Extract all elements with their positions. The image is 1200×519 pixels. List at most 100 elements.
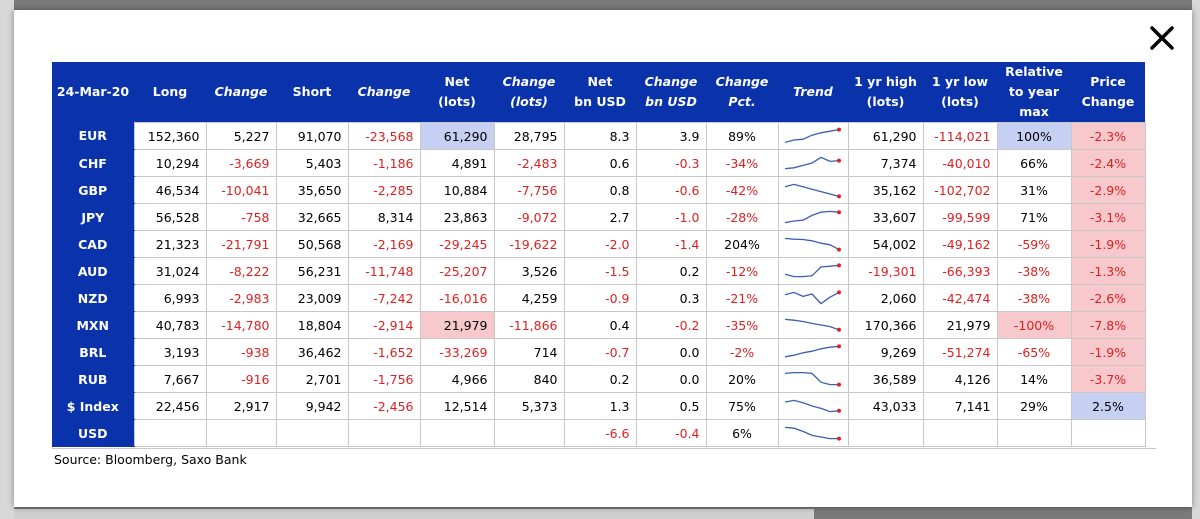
table-header-row: 24-Mar-20 Long Change Short Change Net (lots) C… — [52, 62, 1145, 123]
sparkline-line — [784, 426, 839, 440]
column-header-text: max — [1019, 104, 1049, 119]
cell-chgusd: -0.2 — [635, 311, 707, 339]
column-header-text: (lots) — [866, 94, 905, 109]
cell-netusd: 8.3 — [563, 122, 637, 150]
cell-chgpct: -35% — [705, 311, 779, 339]
sparkline-line — [784, 183, 840, 198]
cell-long: 22,456 — [133, 392, 207, 420]
row-label: $ Index — [52, 392, 134, 420]
cell-chgusd: 0.0 — [635, 365, 707, 393]
cell-chgpct: -12% — [705, 257, 779, 285]
cell-lo: -114,021 — [922, 122, 998, 150]
cell-netusd: -6.6 — [563, 419, 637, 447]
column-header: Relative to year max — [997, 62, 1071, 123]
close-icon — [1150, 26, 1174, 50]
row-label: NZD — [52, 284, 134, 312]
sparkline-line — [784, 128, 840, 144]
sparkline-svg — [784, 399, 841, 413]
cell-lo: -51,274 — [922, 338, 998, 366]
column-header: Short — [276, 62, 348, 123]
cell-lo: -42,474 — [922, 284, 998, 312]
source-note: Source: Bloomberg, Saxo Bank — [54, 452, 247, 467]
cell-price: -1.9% — [1070, 338, 1146, 366]
trend-sparkline — [777, 122, 849, 150]
cell-chgusd: 0.5 — [635, 392, 707, 420]
row-label: AUD — [52, 257, 134, 285]
cell-lo: -49,162 — [922, 230, 998, 258]
table-row: CAD 21,323 -21,791 50,568 -2,169 -29,245 -19,6… — [52, 230, 1146, 258]
cell-chglots: 714 — [493, 338, 565, 366]
cell-chglots: 5,373 — [493, 392, 565, 420]
cell-rel — [996, 419, 1072, 447]
column-header-text: Pct. — [728, 94, 756, 109]
column-header-text: bn USD — [645, 94, 697, 109]
cell-short — [275, 419, 349, 447]
cell-rel: 29% — [996, 392, 1072, 420]
table-row: USD -6.6 -0.4 6% — [52, 419, 1146, 447]
column-header-text: to year — [1008, 84, 1060, 99]
cell-hi: 61,290 — [847, 122, 924, 150]
row-label: GBP — [52, 176, 134, 204]
cell-price: -2.4% — [1070, 149, 1146, 177]
cell-chg1: -916 — [205, 365, 277, 393]
cell-hi — [847, 419, 924, 447]
sparkline-end-point — [837, 247, 841, 252]
cell-netusd: 0.2 — [563, 365, 637, 393]
cell-short: 23,009 — [275, 284, 349, 312]
sparkline-svg — [784, 210, 841, 224]
cell-chglots: 4,259 — [493, 284, 565, 312]
cell-chg1: -14,780 — [205, 311, 277, 339]
row-label: EUR — [52, 122, 134, 150]
column-header-text: Short — [292, 84, 332, 99]
column-header: Net (lots) — [420, 62, 494, 123]
cell-net: 4,891 — [419, 149, 495, 177]
cell-net: -16,016 — [419, 284, 495, 312]
cell-rel: -59% — [996, 230, 1072, 258]
cell-price: -7.8% — [1070, 311, 1146, 339]
cell-hi: 54,002 — [847, 230, 924, 258]
cell-short: 56,231 — [275, 257, 349, 285]
cell-chg2: -2,456 — [347, 392, 421, 420]
cell-long: 40,783 — [133, 311, 207, 339]
cell-net: -25,207 — [419, 257, 495, 285]
cell-rel: -38% — [996, 284, 1072, 312]
column-header-text: Change — [214, 84, 268, 99]
sparkline-end-point — [837, 327, 841, 332]
cell-chglots: 840 — [493, 365, 565, 393]
close-button[interactable] — [1146, 22, 1178, 54]
cell-chgusd: 0.2 — [635, 257, 707, 285]
cell-net: 12,514 — [419, 392, 495, 420]
cell-hi: 43,033 — [847, 392, 924, 420]
cell-long: 10,294 — [133, 149, 207, 177]
sparkline-line — [784, 345, 840, 358]
cell-price: -2.6% — [1070, 284, 1146, 312]
cell-chg2: 8,314 — [347, 203, 421, 231]
cell-short: 9,942 — [275, 392, 349, 420]
cell-lo: -102,702 — [922, 176, 998, 204]
table-row: MXN 40,783 -14,780 18,804 -2,914 21,979 -11,86… — [52, 311, 1146, 339]
cell-short: 32,665 — [275, 203, 349, 231]
cell-hi: 9,269 — [847, 338, 924, 366]
row-label: CHF — [52, 149, 134, 177]
sparkline-end-point — [837, 290, 841, 295]
column-header-text: Price — [1090, 74, 1126, 89]
table-row: JPY 56,528 -758 32,665 8,314 23,863 -9,072 2.7-… — [52, 203, 1146, 231]
cell-long: 31,024 — [133, 257, 207, 285]
cell-chglots: -9,072 — [493, 203, 565, 231]
row-label: USD — [52, 419, 134, 447]
cell-long: 21,323 — [133, 230, 207, 258]
cell-net — [419, 419, 495, 447]
column-header: Change — [206, 62, 276, 123]
cell-chg1: 5,227 — [205, 122, 277, 150]
column-header-text: Change — [1081, 94, 1135, 109]
cell-hi: 170,366 — [847, 311, 924, 339]
cell-price: -3.7% — [1070, 365, 1146, 393]
cell-net: 10,884 — [419, 176, 495, 204]
sparkline-svg — [784, 183, 841, 199]
column-header: Change (lots) — [494, 62, 564, 123]
cell-chg2: -23,568 — [347, 122, 421, 150]
cell-hi: 33,607 — [847, 203, 924, 231]
sparkline-svg — [784, 127, 841, 144]
column-header: Change Pct. — [706, 62, 778, 123]
cell-lo: -66,393 — [922, 257, 998, 285]
